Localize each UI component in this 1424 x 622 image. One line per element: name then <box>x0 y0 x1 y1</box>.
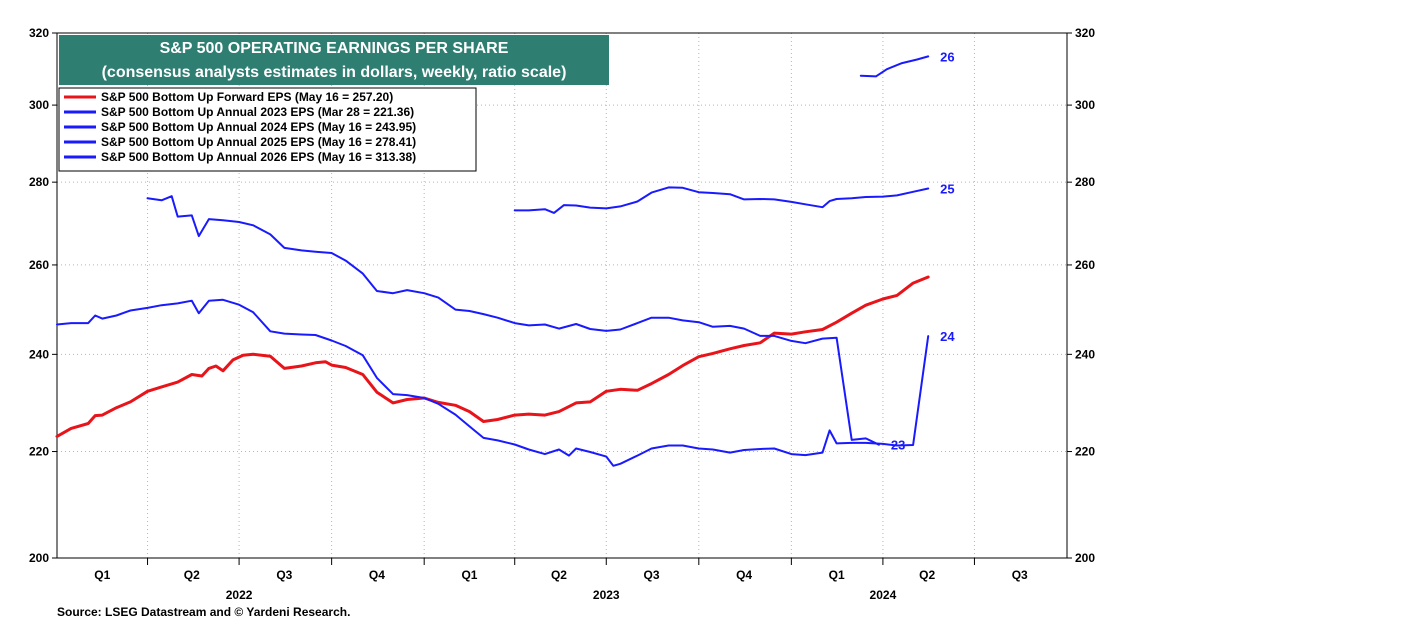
x-quarter-label: Q1 <box>829 568 845 582</box>
x-quarter-label: Q2 <box>184 568 200 582</box>
source-note: Source: LSEG Datastream and © Yardeni Re… <box>57 605 350 619</box>
y-tick-label-right: 240 <box>1075 347 1095 361</box>
y-tick-label-left: 300 <box>29 98 49 112</box>
series-end-label: 25 <box>940 182 954 197</box>
series-end-label: 26 <box>940 49 954 64</box>
y-tick-label-left: 280 <box>29 175 49 189</box>
x-year-label: 2023 <box>593 588 620 602</box>
y-tick-label-left: 240 <box>29 347 49 361</box>
y-tick-label-right: 200 <box>1075 551 1095 565</box>
x-quarter-label: Q1 <box>94 568 110 582</box>
y-tick-label-right: 260 <box>1075 258 1095 272</box>
y-tick-label-left: 320 <box>29 26 49 40</box>
x-quarter-label: Q2 <box>919 568 935 582</box>
series-line-1 <box>146 195 880 446</box>
series-end-label: 23 <box>891 438 905 453</box>
x-quarter-label: Q3 <box>644 568 660 582</box>
x-quarter-label: Q3 <box>1012 568 1028 582</box>
legend-entry-label: S&P 500 Bottom Up Annual 2025 EPS (May 1… <box>101 135 416 149</box>
x-quarter-label: Q2 <box>551 568 567 582</box>
x-quarter-label: Q1 <box>461 568 477 582</box>
x-quarter-label: Q4 <box>736 568 752 582</box>
y-tick-label-right: 300 <box>1075 98 1095 112</box>
legend-entry-label: S&P 500 Bottom Up Annual 2024 EPS (May 1… <box>101 120 416 134</box>
x-quarter-label: Q3 <box>276 568 292 582</box>
series-lines <box>55 55 930 467</box>
y-tick-label-left: 200 <box>29 551 49 565</box>
series-end-label: 24 <box>940 329 955 344</box>
chart-subtitle: (consensus analysts estimates in dollars… <box>102 64 567 81</box>
axes: 200 200 220 220 240 240 260 260 280 280 300 300 320 3… <box>29 26 1095 602</box>
x-quarter-label: Q4 <box>369 568 385 582</box>
y-tick-label-right: 220 <box>1075 445 1095 459</box>
y-tick-label-right: 280 <box>1075 175 1095 189</box>
y-tick-label-left: 260 <box>29 258 49 272</box>
series-line-4 <box>859 55 930 78</box>
legend-entry-label: S&P 500 Bottom Up Forward EPS (May 16 = … <box>101 90 393 104</box>
plot-area-frame <box>56 32 1068 559</box>
legend-entry-label: S&P 500 Bottom Up Annual 2026 EPS (May 1… <box>101 150 416 164</box>
series-end-labels: 23 24 25 26 <box>891 49 956 452</box>
chart-title: S&P 500 OPERATING EARNINGS PER SHARE <box>160 40 509 57</box>
series-line-3 <box>513 186 930 214</box>
legend-entry-label: S&P 500 Bottom Up Annual 2023 EPS (Mar 2… <box>101 105 414 119</box>
y-tick-label-left: 220 <box>29 445 49 459</box>
y-tick-label-right: 320 <box>1075 26 1095 40</box>
x-year-label: 2024 <box>870 588 897 602</box>
title-background <box>59 35 609 85</box>
x-year-label: 2022 <box>226 588 253 602</box>
series-line-2 <box>56 298 930 467</box>
legend-box <box>58 87 477 172</box>
title-box: S&P 500 OPERATING EARNINGS PER SHARE (co… <box>59 35 609 85</box>
legend: S&P 500 Bottom Up Forward EPS (May 16 = … <box>58 87 477 172</box>
